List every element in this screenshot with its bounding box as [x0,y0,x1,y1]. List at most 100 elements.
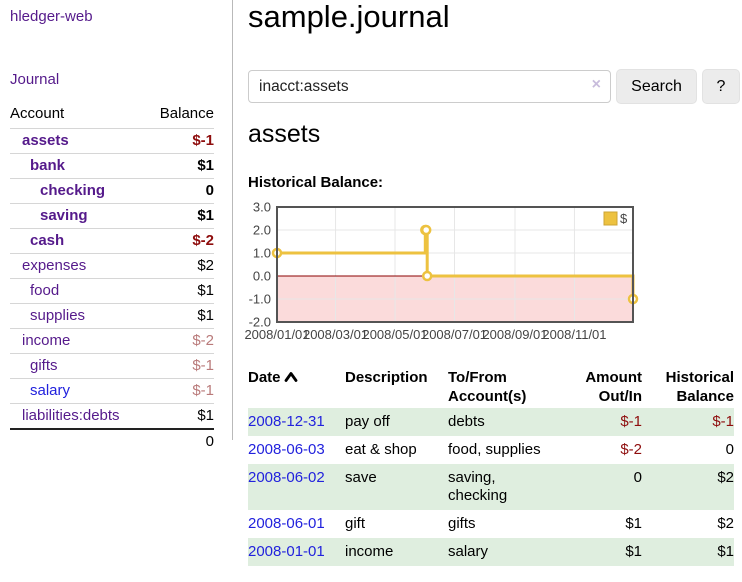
sidebar-item-journal[interactable]: Journal [10,71,60,88]
register-row: 2008-01-01 income salary $1 $1 [248,538,734,566]
x-axis-tick-label: 2008/07/01 [422,327,487,342]
transaction-description: pay off [345,413,390,430]
sidebar-account-balance: $1 [146,153,214,179]
sidebar-account-balance: $1 [146,203,214,229]
search-bar: × Search ? [248,69,742,104]
data-point-marker [420,224,432,236]
transaction-balance: 0 [725,441,734,458]
column-header-label: To/From Account(s) [448,369,527,405]
sidebar-account-link[interactable]: assets [22,132,69,149]
search-input[interactable] [248,70,611,103]
sidebar-accounts-body: assets $-1 bank $1 checking 0 saving $1 cash $-2 e… [10,128,214,429]
sidebar-account-link[interactable]: supplies [30,307,86,324]
search-input-wrapper: × [248,70,611,103]
transaction-amount: $-1 [620,413,642,430]
transaction-description: income [345,543,394,560]
sidebar-account-balance: $1 [146,303,214,329]
account-title: assets [248,120,321,148]
register-row: 2008-06-03 eat & shop food, supplies $-2 0 [248,436,734,464]
sidebar-account-row: bank $1 [10,153,214,179]
register-body: 2008-12-31 pay off debts $-1 $-1 2008-06-03 ea… [248,408,734,566]
transaction-balance: $2 [717,515,734,532]
sidebar-account-link[interactable]: bank [30,157,66,174]
transaction-accounts: saving, checking [448,469,508,504]
sidebar-accounts-table: Account Balance assets $-1 bank $1 checking 0… [10,103,214,454]
transaction-accounts: salary [448,543,489,560]
sidebar-account-link[interactable]: saving [40,207,88,224]
sidebar-account-row: salary $-1 [10,378,214,404]
sidebar-account-link[interactable]: income [22,332,71,349]
sidebar-account-balance: $-2 [146,228,214,254]
help-button[interactable]: ? [702,69,740,104]
balance-column-header: Balance [159,105,214,122]
sidebar-account-row: expenses $2 [10,253,214,279]
transaction-accounts: gifts [448,515,476,532]
sidebar-total-balance: 0 [146,428,214,454]
x-axis-tick-label: 2008/11/01 [542,327,606,342]
sidebar-account-link[interactable]: checking [40,182,106,199]
sidebar-account-link[interactable]: food [30,282,60,299]
sidebar-account-row: gifts $-1 [10,353,214,379]
sidebar-account-balance: $2 [146,253,214,279]
sidebar-account-balance: $-1 [146,128,214,154]
x-axis-tick-label: 2008/05/01 [362,327,427,342]
transaction-date-link[interactable]: 2008-12-31 [248,413,325,430]
sidebar-account-balance: $-2 [146,328,214,354]
register-column-header-description: Description [345,366,448,408]
sidebar: hledger-web Journal Account Balance asse… [0,0,233,454]
y-axis-tick-label: -2.0 [249,315,271,330]
y-axis-tick-label: -1.0 [249,292,271,307]
sidebar-account-row: saving $1 [10,203,214,229]
register-row: 2008-06-01 gift gifts $1 $2 [248,510,734,538]
account-column-header: Account [10,105,65,122]
x-axis-tick-label: 2008/09/01 [482,327,547,342]
column-header-label: Date [248,369,281,386]
register-table: Date Description To/From Account(s) Amount … [248,366,734,566]
transaction-date-link[interactable]: 2008-01-01 [248,543,325,560]
y-axis-tick-label: 1.0 [253,246,271,261]
transaction-balance: $2 [717,469,734,486]
transaction-description: eat & shop [345,441,417,458]
transaction-balance: $1 [717,543,734,560]
data-point-marker [421,270,433,282]
sidebar-account-link[interactable]: expenses [22,257,87,274]
column-header-label: Amount Out/In [585,369,642,405]
chart-label: Historical Balance: [248,174,384,191]
brand-link[interactable]: hledger-web [10,8,93,25]
column-header-label: Historical Balance [665,369,734,405]
sidebar-account-row: food $1 [10,278,214,304]
sidebar-account-link[interactable]: liabilities:debts [22,407,120,424]
sidebar-account-link[interactable]: salary [30,382,71,399]
sidebar-account-link[interactable]: cash [30,232,65,249]
register-row: 2008-12-31 pay off debts $-1 $-1 [248,408,734,436]
transaction-date-link[interactable]: 2008-06-01 [248,515,325,532]
register-column-header-date[interactable]: Date [248,366,345,408]
page-title: sample.journal [248,0,450,34]
search-button[interactable]: Search [616,69,697,104]
sidebar-account-row: liabilities:debts $1 [10,403,214,429]
legend-swatch [603,211,618,226]
transaction-amount: 0 [633,469,642,486]
register-column-header-amount-out-in: Amount Out/In [575,366,642,408]
transaction-accounts: food, supplies [448,441,541,458]
transaction-date-link[interactable]: 2008-06-02 [248,469,325,486]
transaction-amount: $1 [625,515,642,532]
sidebar-account-balance: $1 [146,403,214,429]
x-axis-tick-label: 2008/01/01 [244,327,309,342]
sidebar-account-link[interactable]: gifts [30,357,58,374]
register-head: Date Description To/From Account(s) Amount … [248,366,734,408]
register-row: 2008-06-02 save saving, checking 0 $2 [248,464,734,510]
sidebar-account-balance: 0 [146,178,214,204]
chart-border [276,206,634,323]
clear-search-icon[interactable]: × [591,76,601,93]
y-axis-tick-label: 3.0 [253,200,271,215]
sidebar-account-row: checking 0 [10,178,214,204]
sidebar-account-balance: $-1 [146,378,214,404]
y-axis-tick-label: 2.0 [253,223,271,238]
sidebar-account-row: income $-2 [10,328,214,354]
transaction-date-link[interactable]: 2008-06-03 [248,441,325,458]
main-content: sample.journal × Search ? assets Histori… [244,0,742,582]
transaction-balance: $-1 [712,413,734,430]
transaction-description: save [345,469,377,486]
sidebar-total-row: 0 [10,428,214,454]
